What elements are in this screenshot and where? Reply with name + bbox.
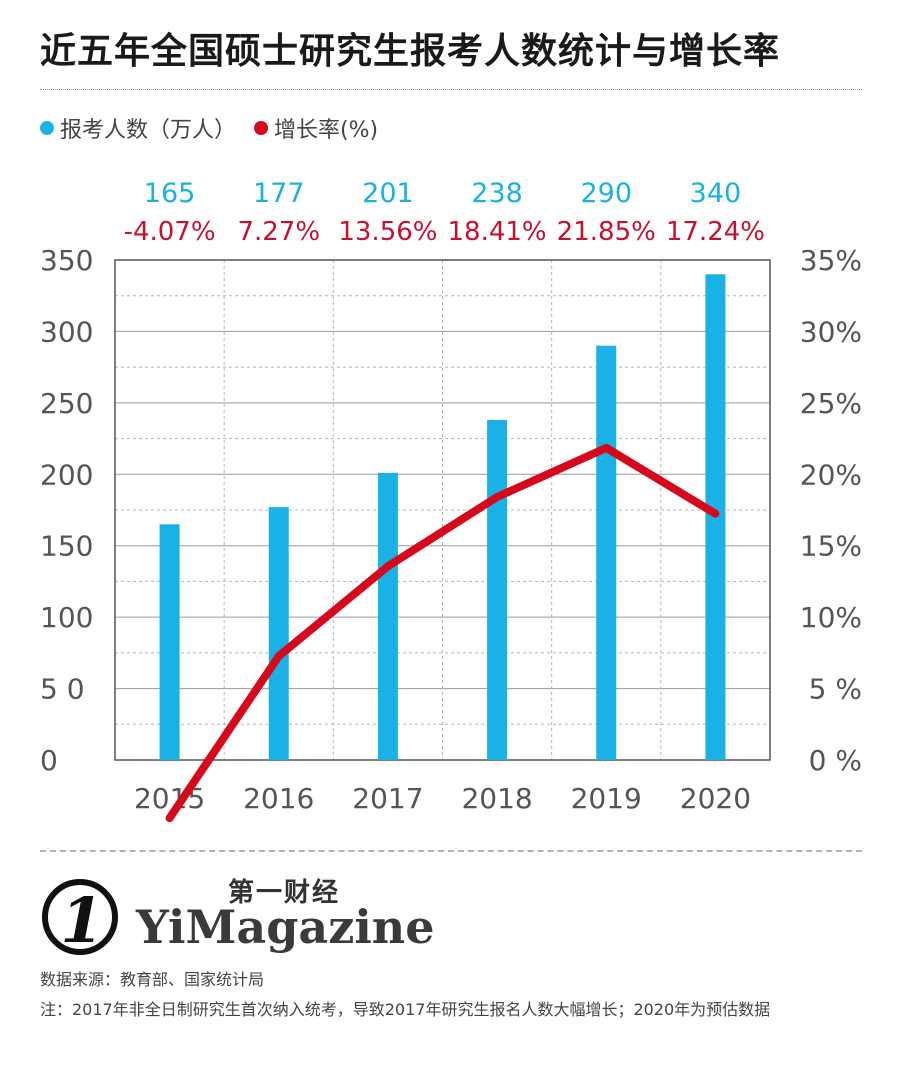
y-left-tick-label: 300 (40, 315, 93, 348)
legend-bar-label: 报考人数（万人） (60, 118, 237, 143)
legend-line-swatch (254, 121, 269, 135)
plot-frame (114, 259, 771, 761)
legend-item-line: 增长率(%) (254, 112, 378, 144)
y-right-tick-label: 5 % (809, 673, 862, 706)
y-right-tick-label: 10% (800, 601, 862, 634)
growth-rate-point (386, 565, 389, 568)
y-left-tick-label: 200 (40, 458, 93, 491)
bar (268, 507, 289, 760)
data-source: 数据来源：教育部、国家统计局 (40, 970, 265, 989)
legend-item-bar: 报考人数（万人） (40, 112, 236, 144)
bar-value-label: 201 (362, 178, 414, 209)
y-left-tick-label: 100 (40, 601, 93, 634)
bar (487, 420, 508, 760)
bar-value-label: 177 (253, 178, 305, 209)
chart-title: 近五年全国硕士研究生报考人数统计与增长率 (40, 31, 781, 72)
y-left-tick-label: 150 (40, 530, 93, 563)
growth-rate-label: 13.56% (338, 217, 437, 247)
legend: 报考人数（万人） 增长率(%) (40, 112, 396, 144)
y-right-tick-label: 15% (800, 530, 862, 563)
y-right-tick-label: 25% (800, 387, 862, 420)
x-tick-label: 2020 (680, 782, 751, 815)
growth-rate-point (714, 512, 717, 515)
growth-rate-point (277, 655, 280, 658)
footer-divider (40, 850, 862, 852)
growth-rate-label: 18.41% (448, 217, 547, 247)
y-right-tick-label: 20% (800, 458, 862, 491)
brand-block: 1 第一财经 YiMagazine (40, 872, 460, 962)
growth-rate-label: 7.27% (237, 217, 320, 247)
growth-rate-point (496, 496, 499, 498)
y-left-tick-label: 350 (40, 244, 93, 277)
x-tick-label: 2018 (461, 782, 532, 815)
y-right-tick-label: 35% (800, 244, 862, 277)
growth-rate-label: -4.07% (124, 217, 216, 247)
bar-value-label: 238 (471, 178, 523, 209)
bar-value-label: 290 (580, 178, 632, 209)
brand-name-en: YiMagazine (136, 900, 435, 954)
brand-logo-numeral: 1 (60, 884, 103, 957)
y-left-tick-label: 0 (40, 744, 58, 777)
y-right-tick-label: 0 % (809, 744, 862, 777)
x-tick-label: 2017 (352, 782, 423, 815)
bar (159, 524, 180, 760)
legend-line-label: 增长率(%) (274, 118, 379, 143)
legend-bar-swatch (40, 121, 54, 135)
growth-rate-line (165, 443, 720, 823)
y-left-tick-label: 250 (40, 387, 93, 420)
x-tick-label: 2019 (571, 782, 642, 815)
footnote: 注：2017年非全日制研究生首次纳入统考，导致2017年研究生报名人数大幅增长；… (40, 1000, 771, 1019)
brand-name-cn: 第一财经 (228, 878, 341, 908)
y-left-tick-label: 5 0 (40, 673, 85, 706)
growth-rate-point (605, 446, 608, 449)
growth-rate-point (168, 817, 171, 820)
bar (596, 345, 617, 760)
bar (377, 472, 398, 760)
x-tick-label: 2016 (243, 782, 314, 815)
title-divider (40, 89, 862, 90)
bar-value-label: 165 (144, 178, 196, 209)
y-right-tick-label: 30% (800, 315, 862, 348)
bar-value-label: 340 (690, 178, 742, 209)
brand-logo-icon: 1 (42, 879, 118, 957)
growth-rate-label: 21.85% (557, 217, 656, 247)
growth-rate-label: 17.24% (666, 217, 765, 247)
